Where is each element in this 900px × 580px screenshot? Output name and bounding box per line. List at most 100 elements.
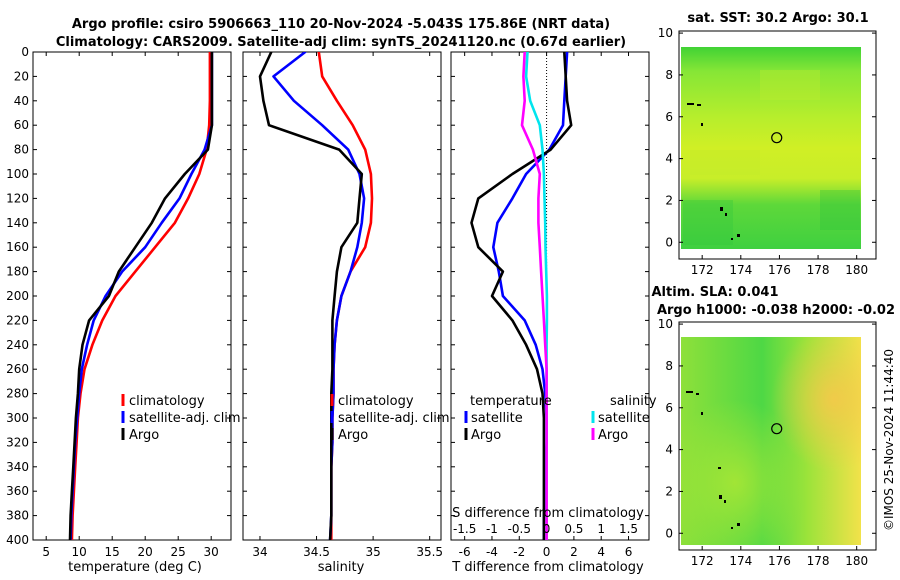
depth-tick-label: 220 [6, 313, 29, 327]
x-tick-label: 15 [105, 545, 120, 559]
x-tick-label: 35.5 [416, 545, 443, 559]
depth-tick-label: 300 [6, 411, 29, 425]
x-tick-label: 4 [597, 545, 605, 559]
map-x-tick-label: 172 [691, 263, 714, 277]
temperature-xlabel: temperature (deg C) [68, 560, 202, 575]
map-x-tick-label: 174 [729, 263, 752, 277]
x-tick-label: -6 [459, 545, 471, 559]
s-tick-label: 0 [543, 522, 551, 536]
map-x-tick-label: 172 [691, 554, 714, 568]
sst-map-ticks: 172 174 176 178 180 0 2 4 6 8 10 [658, 26, 876, 277]
legend-argo: Argo [338, 428, 368, 443]
legend-temperature-title: temperature [470, 394, 552, 409]
map-y-tick-label: 4 [665, 443, 673, 457]
map-y-tick-label: 8 [665, 68, 673, 82]
legend-climatology: climatology [338, 394, 414, 409]
temperature-curves [68, 52, 214, 540]
legend-s-argo: Argo [598, 428, 628, 443]
imos-timestamp: ©IMOS 25-Nov-2024 11:44:40 [882, 349, 896, 531]
map-y-tick-label: 10 [658, 26, 673, 40]
x-tick-label: 0 [543, 545, 551, 559]
x-tick-label: -4 [486, 545, 498, 559]
sst-islands [687, 103, 740, 240]
series-line-climatology [317, 52, 374, 540]
sla-map-ticks: 172 174 176 178 180 0 2 4 6 8 10 [658, 317, 876, 568]
x-tick-label: 34 [252, 545, 267, 559]
salinity-curves [258, 52, 374, 540]
s-tick-label: -1 [486, 522, 498, 536]
temperature-axes [32, 51, 232, 541]
x-tick-label: 35 [365, 545, 380, 559]
series-line-temperature-satellite [491, 52, 569, 540]
depth-tick-label: 160 [6, 240, 29, 254]
difference-legend: temperature satellite Argo salinity sate… [464, 394, 657, 443]
legend-satellite-adj: satellite-adj. clim [129, 411, 241, 426]
depth-tick-label: 40 [14, 94, 29, 108]
map-y-tick-label: 0 [665, 235, 673, 249]
sla-mid-anomaly [681, 337, 861, 545]
series-line-argo [68, 52, 214, 540]
map-y-tick-label: 4 [665, 152, 673, 166]
map-x-tick-label: 178 [807, 263, 830, 277]
difference-axes [450, 51, 650, 541]
series-line-argo [258, 52, 364, 540]
x-tick-label: 34.5 [303, 545, 330, 559]
salinity-legend: climatology satellite-adj. clim Argo [330, 394, 450, 443]
depth-tick-label: 200 [6, 289, 29, 303]
title-line-1: Argo profile: csiro 5906663_110 20-Nov-2… [72, 17, 610, 32]
map-y-tick-label: 2 [665, 484, 673, 498]
x-tick-label: -2 [513, 545, 525, 559]
map-x-tick-label: 180 [845, 554, 868, 568]
series-line-temperature-argo [470, 52, 573, 540]
argo-float-marker [771, 423, 783, 435]
salinity-xlabel: salinity [318, 560, 365, 575]
title-line-2: Climatology: CARS2009. Satellite-adj cli… [56, 35, 626, 50]
depth-tick-label: 280 [6, 387, 29, 401]
legend-t-argo: Argo [471, 428, 501, 443]
series-line-climatology [70, 52, 212, 540]
sst-field [681, 47, 861, 249]
depth-tick-label: 260 [6, 362, 29, 376]
depth-tick-label: 120 [6, 191, 29, 205]
x-tick-label: 2 [570, 545, 578, 559]
sla-islands [686, 391, 740, 529]
sla-map-subtitle: Argo h1000: -0.038 h2000: -0.02 [657, 303, 895, 318]
legend-s-satellite: satellite [598, 411, 650, 426]
legend-salinity-title: salinity [610, 394, 657, 409]
depth-tick-label: 360 [6, 484, 29, 498]
depth-tick-label: 60 [14, 118, 29, 132]
map-y-tick-label: 6 [665, 110, 673, 124]
x-tick-label: 25 [171, 545, 186, 559]
s-tick-label: -1.5 [453, 522, 476, 536]
legend-climatology: climatology [129, 394, 205, 409]
series-line-satellite-adj-clim [69, 52, 214, 540]
sla-map-title: Altim. SLA: 0.041 [652, 285, 779, 300]
map-y-tick-label: 0 [665, 526, 673, 540]
map-x-tick-label: 178 [807, 554, 830, 568]
map-y-tick-label: 6 [665, 401, 673, 415]
depth-tick-label: 400 [6, 533, 29, 547]
series-line-satellite-adj-clim [272, 52, 366, 540]
s-tick-label: 0.5 [564, 522, 583, 536]
sst-map-title: sat. SST: 30.2 Argo: 30.1 [687, 11, 868, 26]
temperature-legend: climatology satellite-adj. clim Argo [121, 394, 241, 443]
depth-tick-label: 320 [6, 435, 29, 449]
s-tick-label: 1 [597, 522, 605, 536]
s-tick-label: 1.5 [619, 522, 638, 536]
s-difference-label: S difference from climatology [452, 506, 644, 521]
x-tick-label: 6 [625, 545, 633, 559]
x-tick-label: 5 [42, 545, 50, 559]
t-difference-xlabel: T difference from climatology [451, 560, 644, 575]
s-tick-label: -0.5 [508, 522, 531, 536]
map-x-tick-label: 176 [768, 554, 791, 568]
depth-tick-label: 80 [14, 143, 29, 157]
sst-texture [683, 70, 860, 245]
map-y-tick-label: 10 [658, 317, 673, 331]
legend-argo: Argo [129, 428, 159, 443]
depth-tick-label: 180 [6, 265, 29, 279]
s-difference-ticks: -1.5 -1 -0.5 0 0.5 1 1.5 [453, 522, 638, 536]
depth-tick-label: 340 [6, 460, 29, 474]
legend-t-satellite: satellite [471, 411, 523, 426]
series-line-salinity-argo [520, 52, 548, 540]
